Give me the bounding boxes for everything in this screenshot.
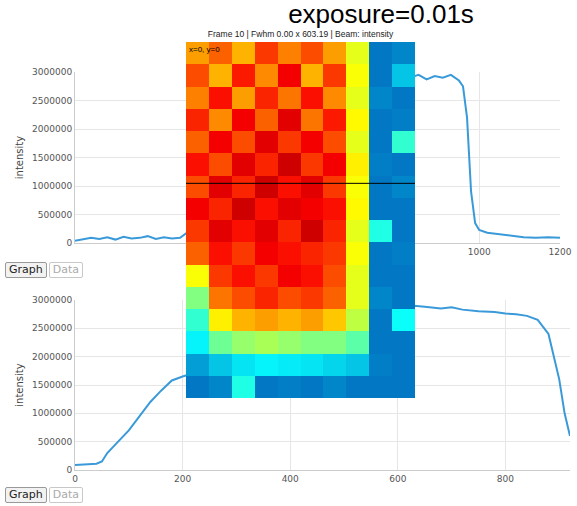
svg-text:2000000: 2000000 [32, 124, 72, 134]
svg-text:2500000: 2500000 [32, 323, 72, 333]
svg-text:3000000: 3000000 [32, 67, 72, 77]
html-text:x=0, y=0: x=0, y=0 [189, 45, 220, 54]
svg-text:500000: 500000 [38, 437, 73, 447]
svg-text:intensity: intensity [14, 363, 25, 406]
svg-text:600: 600 [389, 474, 406, 484]
svg-text:1000: 1000 [468, 247, 491, 257]
svg-text:200: 200 [174, 474, 191, 484]
svg-text:1200: 1200 [549, 247, 572, 257]
svg-text:3000000: 3000000 [32, 295, 72, 305]
svg-text:2500000: 2500000 [32, 96, 72, 106]
svg-text:0: 0 [66, 238, 72, 248]
svg-text:800: 800 [497, 474, 514, 484]
html-text:Data: Data [52, 263, 79, 276]
svg-text:1500000: 1500000 [32, 380, 72, 390]
html-text:Frame 10 | Fwhm 0.00 x 603.19: Frame 10 | Fwhm 0.00 x 603.19 | Beam: in… [207, 29, 394, 39]
html-text:Graph: Graph [9, 263, 43, 276]
svg-text:1000000: 1000000 [32, 181, 72, 191]
svg-text:400: 400 [282, 474, 299, 484]
html-text:Graph: Graph [9, 488, 43, 501]
html-text:Data: Data [52, 488, 79, 501]
svg-text:0: 0 [72, 474, 78, 484]
svg-text:2000000: 2000000 [32, 352, 72, 362]
html-text:exposure=0.01s: exposure=0.01s [288, 0, 474, 29]
svg-text:1000000: 1000000 [32, 408, 72, 418]
svg-text:0: 0 [66, 465, 72, 475]
svg-text:intensity: intensity [14, 136, 25, 179]
svg-text:500000: 500000 [38, 210, 73, 220]
svg-text:1500000: 1500000 [32, 153, 72, 163]
